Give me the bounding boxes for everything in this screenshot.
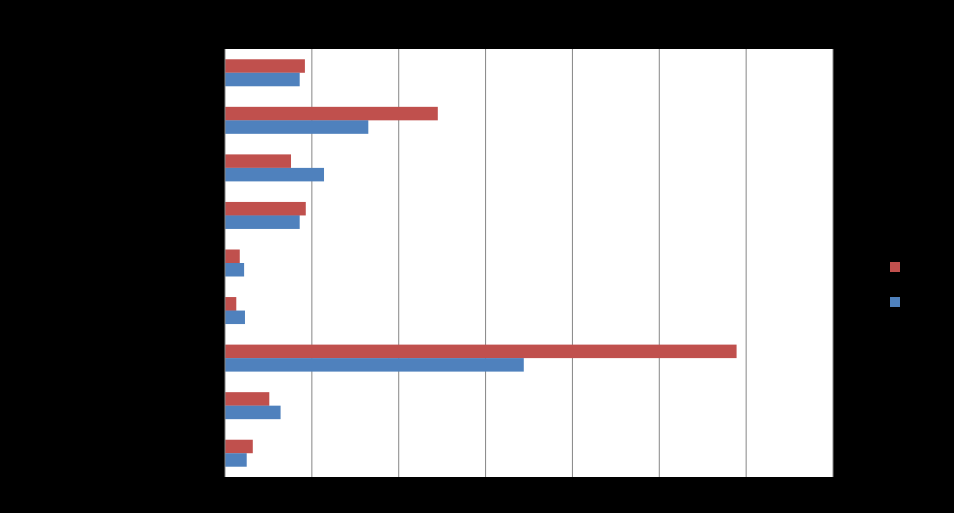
legend-marker xyxy=(890,297,900,307)
bar xyxy=(225,453,247,467)
bar xyxy=(225,297,237,311)
bar xyxy=(225,167,325,182)
bar xyxy=(225,358,524,372)
legend-marker xyxy=(890,262,900,272)
bar xyxy=(225,154,292,168)
bar xyxy=(225,215,300,229)
bar xyxy=(225,439,253,454)
bar xyxy=(225,392,270,406)
bar xyxy=(225,249,240,263)
bar xyxy=(225,201,306,216)
bar xyxy=(225,344,737,359)
bar xyxy=(225,405,281,420)
bar xyxy=(225,106,438,121)
bar xyxy=(225,310,245,325)
bar xyxy=(225,72,300,87)
bar xyxy=(225,59,305,73)
bar xyxy=(225,120,369,134)
bar xyxy=(225,263,245,277)
